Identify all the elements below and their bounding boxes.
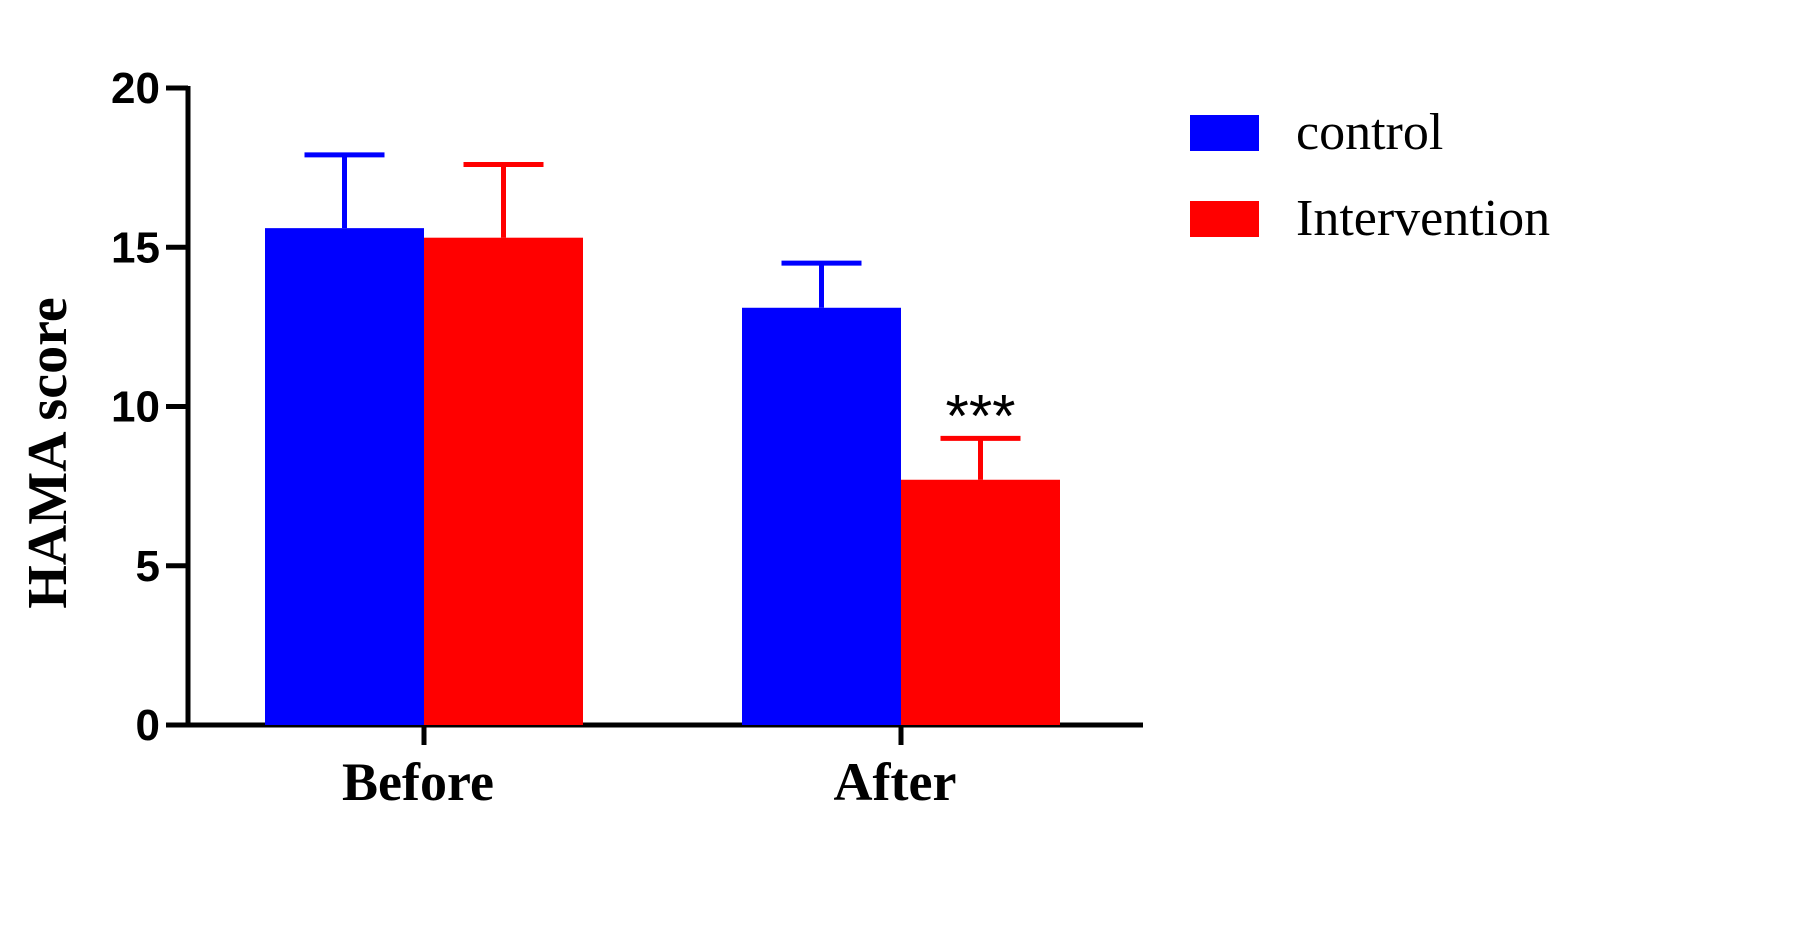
annotations: *** (945, 382, 1015, 449)
legend-swatch-control (1190, 115, 1259, 151)
bars (265, 228, 1060, 725)
legend: control Intervention (1190, 104, 1550, 247)
bar-control-after (742, 307, 901, 725)
legend-label-intervention: Intervention (1296, 190, 1550, 247)
y-axis-title: HAMA score (17, 297, 79, 609)
y-tick-label: 0 (136, 701, 160, 750)
y-tick-label: 5 (136, 542, 160, 591)
bar-intervention-after (901, 479, 1060, 725)
bar-intervention-before (424, 237, 583, 725)
bar-control-before (265, 228, 424, 725)
y-tick-label: 20 (111, 64, 160, 113)
significance-annotation: *** (945, 382, 1015, 449)
axis-labels: 0 5 10 15 20 Before After (111, 64, 956, 812)
error-bars (304, 152, 1021, 480)
x-tick-label-before: Before (342, 752, 494, 812)
y-tick-label: 10 (111, 383, 160, 432)
x-tick-label-after: After (834, 752, 957, 812)
legend-swatch-intervention (1190, 201, 1259, 237)
legend-label-control: control (1296, 104, 1443, 161)
y-tick-label: 15 (111, 223, 160, 272)
